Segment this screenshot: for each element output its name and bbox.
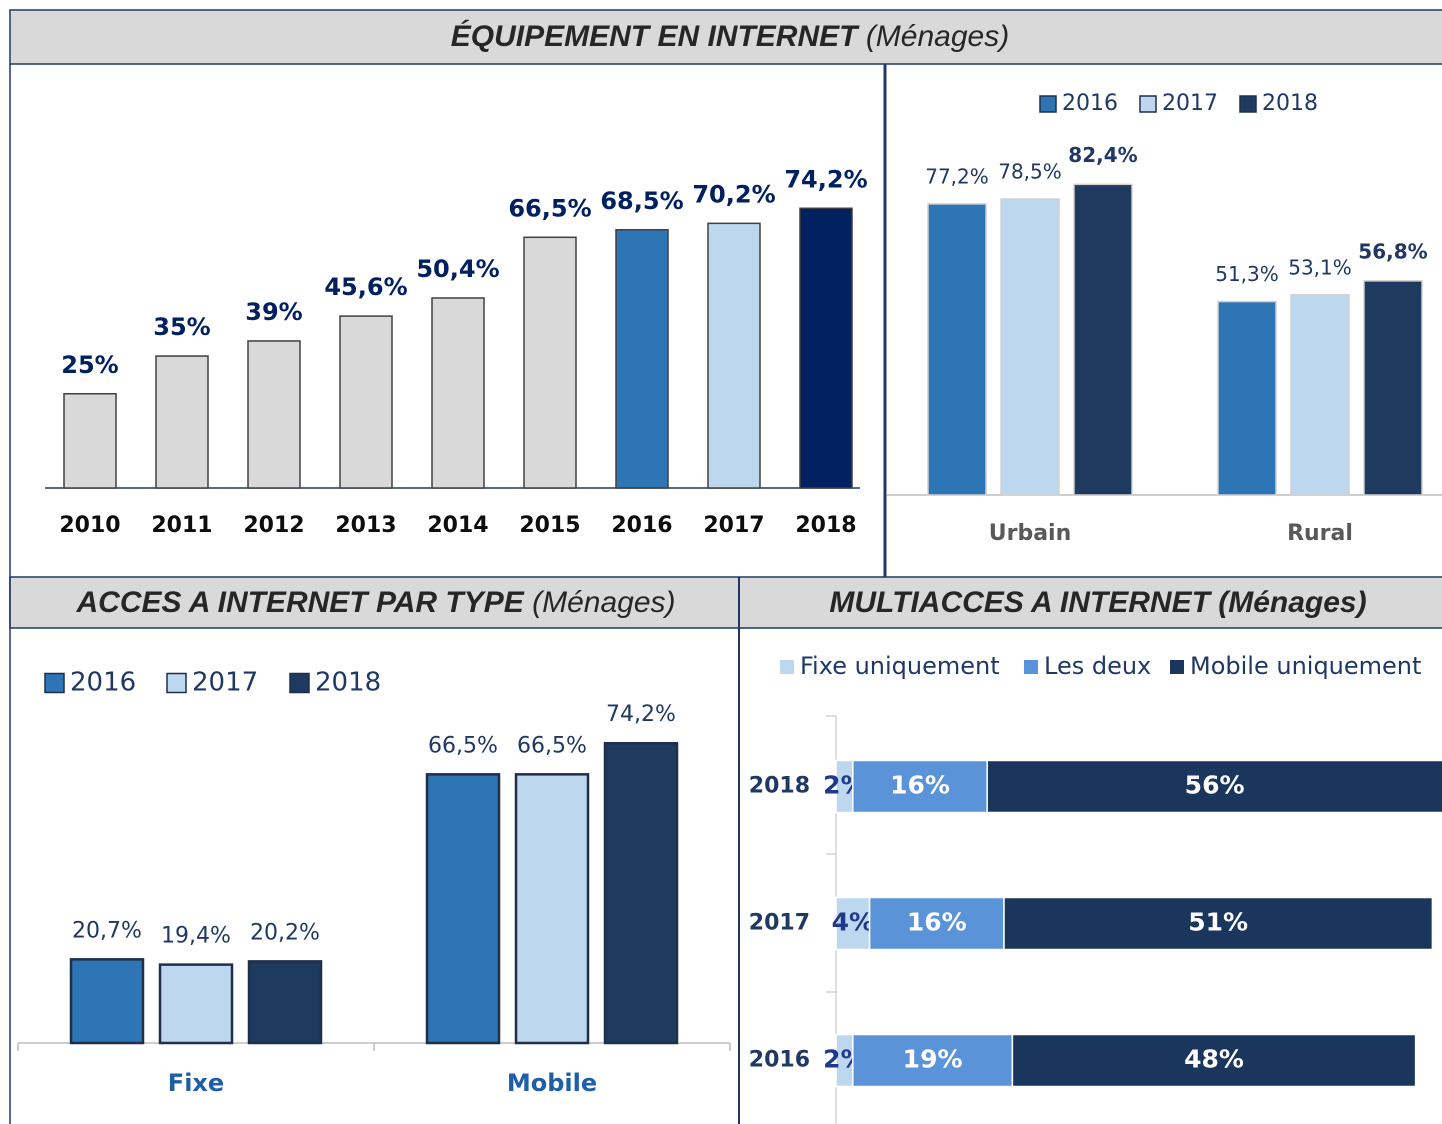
bar <box>155 355 209 489</box>
data-label: 82,4% <box>1068 143 1137 167</box>
data-label: 19,4% <box>161 924 231 949</box>
data-label: 66,5% <box>508 194 591 222</box>
bar <box>1363 280 1423 496</box>
data-label: 39% <box>245 298 302 326</box>
section-title: ÉQUIPEMENT EN INTERNET (Ménages) <box>451 19 1009 53</box>
data-label: 56,8% <box>1358 239 1427 263</box>
x-tick-label: Fixe <box>168 1069 224 1097</box>
x-tick-label: Rural <box>1287 521 1353 546</box>
bar-segment <box>986 759 1442 814</box>
bar <box>63 393 117 489</box>
x-tick-label: 2016 <box>611 513 672 538</box>
bar-segment <box>1003 896 1434 951</box>
legend-label: 2017 <box>192 668 258 698</box>
bar-segment <box>868 896 1005 951</box>
legend-swatch <box>1039 95 1057 113</box>
bar <box>1073 183 1133 496</box>
data-label: 74,2% <box>784 165 867 193</box>
x-tick-label: 2011 <box>151 513 212 538</box>
data-label: 19% <box>903 1045 963 1074</box>
data-label: 78,5% <box>998 160 1062 184</box>
bar <box>425 773 501 1045</box>
subtitle: (Ménages) <box>866 20 1009 53</box>
y-tick-label: 2016 <box>749 1048 810 1073</box>
bar-segment <box>852 1033 1014 1088</box>
bar <box>69 958 145 1045</box>
bar <box>523 236 577 489</box>
subtitle: (Ménages) <box>532 586 675 619</box>
data-label: 77,2% <box>925 164 989 188</box>
legend-swatch <box>1170 660 1184 674</box>
data-label: 74,2% <box>606 702 676 727</box>
legend-swatch <box>44 672 65 694</box>
bar <box>1290 294 1350 496</box>
legend-swatch <box>289 672 310 694</box>
bar <box>247 340 301 489</box>
data-label: 48% <box>1184 1045 1244 1074</box>
data-label: 68,5% <box>600 187 683 215</box>
data-label: 20,7% <box>72 918 142 943</box>
data-label: 66,5% <box>517 733 587 758</box>
title: ACCES A INTERNET PAR TYPE <box>75 586 524 619</box>
bar <box>799 207 853 489</box>
section-title: ACCES A INTERNET PAR TYPE (Ménages) <box>75 586 675 619</box>
data-label: 16% <box>890 771 950 800</box>
y-tick-label: 2018 <box>749 774 810 799</box>
bar <box>707 222 761 489</box>
legend-swatch <box>1239 95 1257 113</box>
bar <box>158 963 234 1045</box>
data-label: 35% <box>153 313 210 341</box>
legend-swatch <box>166 672 187 694</box>
data-label: 45,6% <box>324 273 407 301</box>
bar <box>1217 300 1277 496</box>
legend-label: 2018 <box>1262 91 1318 116</box>
data-label: 20,2% <box>250 920 320 945</box>
x-tick-label: 2010 <box>59 513 120 538</box>
title: ÉQUIPEMENT EN INTERNET <box>451 19 860 53</box>
bar <box>514 773 590 1045</box>
bar <box>247 960 323 1045</box>
legend-label: 2016 <box>70 668 136 698</box>
x-tick-label: 2017 <box>703 513 764 538</box>
bar-segment <box>1011 1033 1417 1088</box>
legend-swatch <box>1024 660 1038 674</box>
legend-label: Mobile uniquement <box>1190 652 1421 680</box>
section-title: MULTIACCES A INTERNET (Ménages) <box>829 586 1366 619</box>
data-label: 51,3% <box>1215 262 1279 286</box>
data-label: 4% <box>832 908 874 937</box>
data-label: 56% <box>1185 771 1245 800</box>
data-label: 51% <box>1188 908 1248 937</box>
legend-label: Les deux <box>1044 652 1151 680</box>
header-bar <box>9 576 1442 629</box>
bar <box>1000 198 1060 496</box>
x-tick-label: 2014 <box>427 513 488 538</box>
x-tick-label: Mobile <box>507 1069 597 1097</box>
x-tick-label: 2015 <box>519 513 580 538</box>
data-label: 16% <box>907 908 967 937</box>
data-label: 25% <box>61 351 118 379</box>
x-tick-label: 2013 <box>335 513 396 538</box>
data-label: 70,2% <box>692 180 775 208</box>
y-tick-label: 2017 <box>749 911 810 936</box>
legend-label: 2017 <box>1162 91 1218 116</box>
data-label: 53,1% <box>1288 255 1352 279</box>
x-tick-label: Urbain <box>989 521 1072 546</box>
x-tick-label: 2018 <box>795 513 856 538</box>
x-tick-label: 2012 <box>243 513 304 538</box>
header-bar <box>9 9 1442 65</box>
bar <box>927 203 987 496</box>
bar <box>615 229 669 489</box>
data-label: 66,5% <box>428 733 498 758</box>
data-label: 50,4% <box>416 255 499 283</box>
legend-swatch <box>1139 95 1157 113</box>
legend-swatch <box>780 660 794 674</box>
legend-label: 2016 <box>1062 91 1118 116</box>
legend-label: Fixe uniquement <box>800 652 1000 680</box>
bar <box>603 741 679 1045</box>
legend-label: 2018 <box>315 668 381 698</box>
bar <box>431 297 485 489</box>
bar <box>339 315 393 489</box>
